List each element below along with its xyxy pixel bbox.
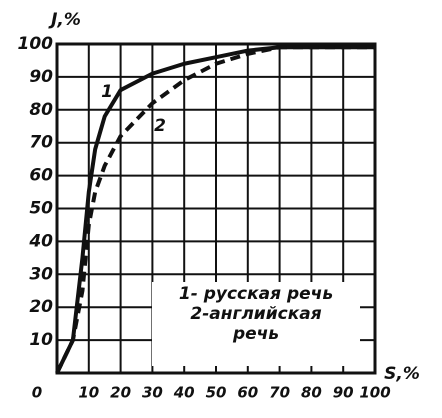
- x-tick-label: 0: [32, 384, 42, 402]
- x-tick-label: 10: [78, 384, 99, 402]
- x-tick-label: 60: [237, 384, 258, 402]
- y-tick-label: 50: [29, 199, 53, 219]
- series-line: [55, 45, 375, 374]
- curve-label: 2: [154, 116, 166, 136]
- y-axis-label: J,%: [48, 10, 81, 30]
- x-tick-label: 40: [173, 384, 195, 402]
- legend-entry: 2-английская речь: [190, 304, 322, 344]
- y-tick-label: 60: [29, 166, 53, 186]
- y-tick-label: 70: [29, 133, 53, 153]
- y-tick-label: 20: [29, 297, 53, 317]
- y-tick-label: 80: [29, 100, 53, 120]
- x-tick-label: 50: [206, 384, 227, 402]
- x-tick-label: 70: [269, 384, 290, 402]
- x-tick-label: 30: [142, 384, 163, 402]
- curve-label: 1: [101, 82, 113, 102]
- legend: 1- русская речь 2-английская речь: [152, 282, 360, 366]
- x-tick-label: 100: [359, 384, 390, 402]
- y-tick-label: 100: [18, 34, 54, 54]
- series-line: [55, 45, 375, 374]
- x-tick-label: 80: [301, 384, 322, 402]
- legend-entry: 1- русская речь: [178, 284, 334, 304]
- x-tick-label: 90: [333, 384, 354, 402]
- x-tick-label: 20: [110, 384, 131, 402]
- x-axis-label: S,%: [384, 364, 420, 384]
- y-tick-label: 90: [29, 67, 53, 87]
- y-tick-label: 10: [29, 330, 53, 350]
- y-tick-label: 40: [28, 231, 53, 251]
- y-tick-label: 30: [29, 264, 53, 284]
